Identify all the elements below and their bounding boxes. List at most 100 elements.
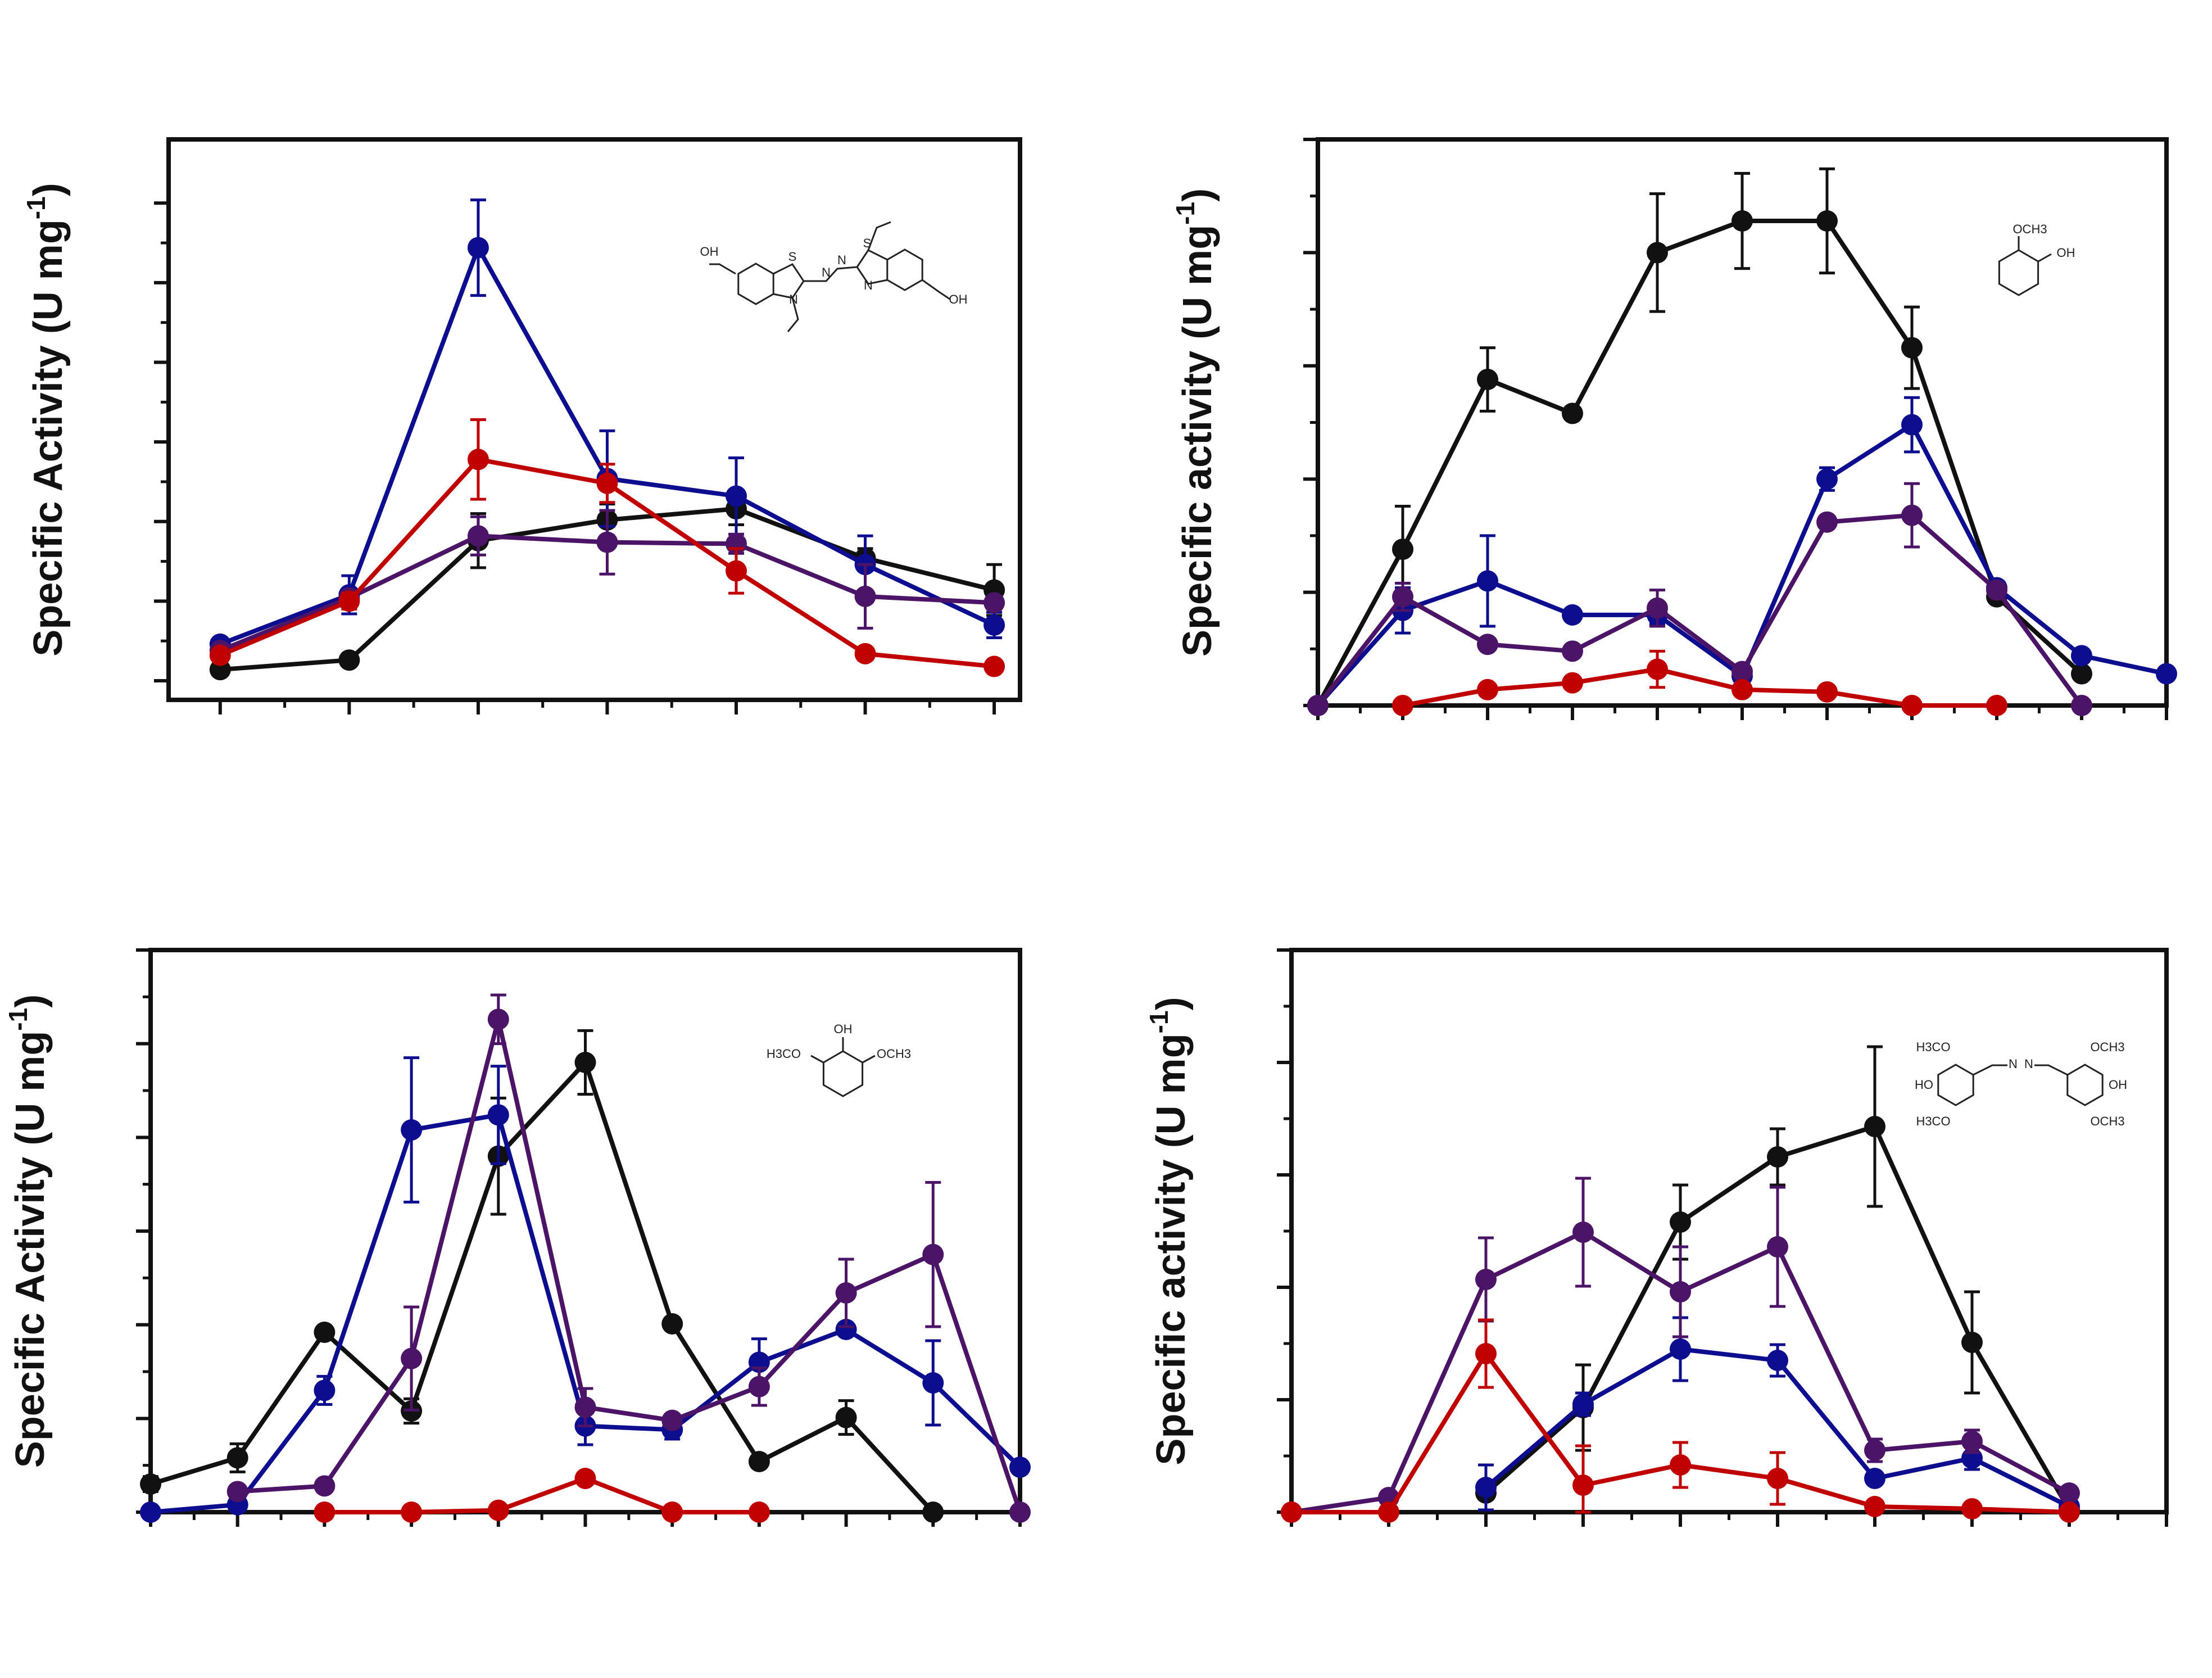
y-axis-title-text: Specific Activity (U mg [26,219,71,657]
data-point [1767,1468,1788,1489]
data-point [1864,1440,1885,1461]
data-point [1816,468,1838,490]
data-point [2156,663,2177,685]
data-point [1670,1454,1691,1476]
data-point [1477,368,1498,390]
series-purple [226,993,1031,1523]
data-point [835,1282,857,1304]
series-purple [1307,482,2092,716]
chem-label: N [837,253,846,267]
data-point [1816,511,1838,533]
data-point [922,1243,944,1265]
data-point [338,590,360,612]
data-point [1901,414,1923,436]
data-point [1986,579,2007,601]
data-point [487,1499,509,1521]
data-point [1378,1501,1399,1523]
data-point [487,1008,509,1030]
data-point [209,644,231,666]
y-axis-title-close: ) [26,183,71,196]
series-line [237,1017,1022,1513]
data-point [726,485,747,507]
syringaldazine-structure: H3CO HO H3CO N N OCH3 OH OCH3 [1915,1040,2127,1128]
data-point [401,1347,423,1369]
data-point [1670,1338,1691,1360]
data-point [314,1322,336,1343]
data-point [2059,1482,2080,1504]
data-point [314,1475,336,1497]
series-blue [209,198,1005,655]
data-point [1392,695,1413,716]
panel-b: Specific activity (U mg-1) OCH3 OH [1171,137,2177,720]
chem-label: OH [949,292,968,306]
chem-label: OCH3 [2090,1040,2124,1054]
data-point [1901,695,1923,716]
data-point [1731,661,1753,682]
data-point [661,1313,683,1335]
data-point [835,1319,857,1340]
y-axis-title-superscript: -1 [3,1008,33,1031]
data-point [1572,1222,1594,1243]
chem-label: OH [834,1022,853,1036]
data-point [2059,1501,2080,1523]
data-point [1864,1496,1885,1517]
data-point [2071,645,2092,667]
data-point [1816,681,1838,703]
chem-label: S [863,236,872,250]
data-point [574,1396,596,1418]
data-point [338,649,360,671]
y-axis-title-superscript: -1 [1171,202,1200,225]
data-point [1475,1269,1497,1290]
chem-label: HO [1915,1078,1933,1092]
data-point [922,1501,944,1523]
data-point [314,1380,336,1401]
chem-label: H3CO [767,1047,801,1061]
data-point [596,472,618,494]
chem-label: OCH3 [2090,1114,2124,1128]
y-axis-title-close: ) [1149,997,1194,1010]
data-point [2071,695,2092,716]
y-axis-title-text: Specific activity (U mg [1149,1033,1194,1465]
data-point [467,449,489,471]
series-line [150,1112,1022,1514]
data-point [1816,210,1838,232]
chem-label: N [2024,1057,2033,1071]
guaiacol-structure: OCH3 OH [1998,222,2075,296]
series-black [1307,167,2092,716]
data-point [983,614,1005,636]
chem-label: OCH3 [2012,222,2047,236]
data-point [1562,604,1583,626]
data-point [1572,1475,1594,1496]
data-point [1864,1116,1885,1137]
data-point [661,1501,683,1523]
data-point [748,1501,770,1523]
data-point [748,1376,770,1397]
y-axis-title-text: Specific Activity (U mg [8,1031,53,1468]
data-point [140,1501,161,1523]
data-point [1961,1431,1983,1452]
series-line [149,1060,935,1514]
panel-d: Specific activity (U mg-1) H3CO HO H3CO N N OC… [1144,948,2169,1527]
data-point [1961,1498,1983,1519]
data-point [596,531,618,553]
data-point [1647,597,1668,619]
dmp-structure: OH H3CO OCH3 [767,1022,911,1097]
data-point [1477,570,1498,592]
data-point [1961,1332,1983,1353]
data-point [1281,1501,1302,1523]
series-red [1392,649,2007,716]
chem-label: N [822,265,831,279]
data-point [1009,1457,1031,1478]
chem-label: OCH3 [877,1047,911,1061]
data-point [1562,640,1583,662]
series-line [1316,219,2083,707]
data-point [1477,634,1498,655]
chem-label: N [864,278,873,292]
chem-label: S [788,250,797,264]
series-line [1402,667,1997,708]
chem-label: N [2009,1057,2018,1071]
y-axis-title-close: ) [8,994,53,1008]
data-point [1562,672,1583,694]
